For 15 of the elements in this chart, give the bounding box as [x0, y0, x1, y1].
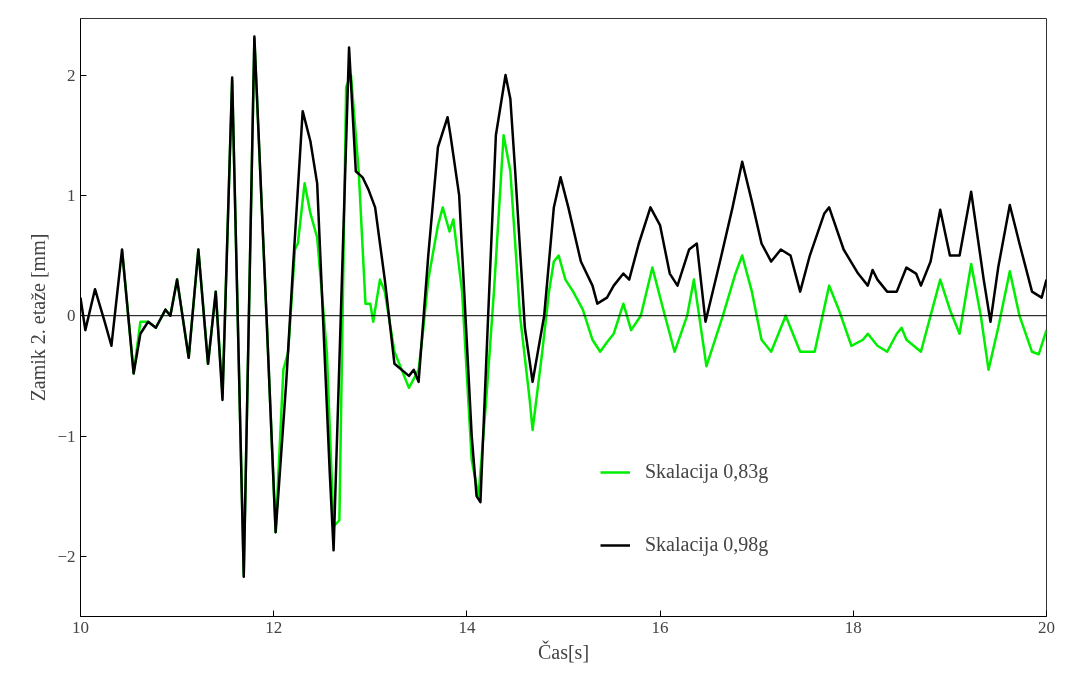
x-tick-label: 14 — [458, 617, 476, 637]
y-tick-label: −2 — [57, 546, 76, 566]
x-axis-title: Čas[s] — [537, 639, 590, 663]
x-tick-label: 20 — [1038, 617, 1055, 637]
y-axis-title: Zamik 2. etaže [mm] — [27, 233, 50, 402]
y-tick-label: 2 — [67, 65, 76, 85]
x-tick-label: 10 — [72, 617, 89, 637]
legend-label: Skalacija 0,98g — [645, 533, 769, 556]
x-tick-label: 18 — [844, 617, 862, 637]
legend-label: Skalacija 0,83g — [645, 460, 769, 483]
y-tick-label: 1 — [67, 185, 76, 205]
y-tick-label: −1 — [57, 426, 76, 446]
y-tick-label: 0 — [67, 306, 76, 326]
x-tick-label: 12 — [265, 617, 283, 637]
x-tick-label: 16 — [651, 617, 669, 637]
